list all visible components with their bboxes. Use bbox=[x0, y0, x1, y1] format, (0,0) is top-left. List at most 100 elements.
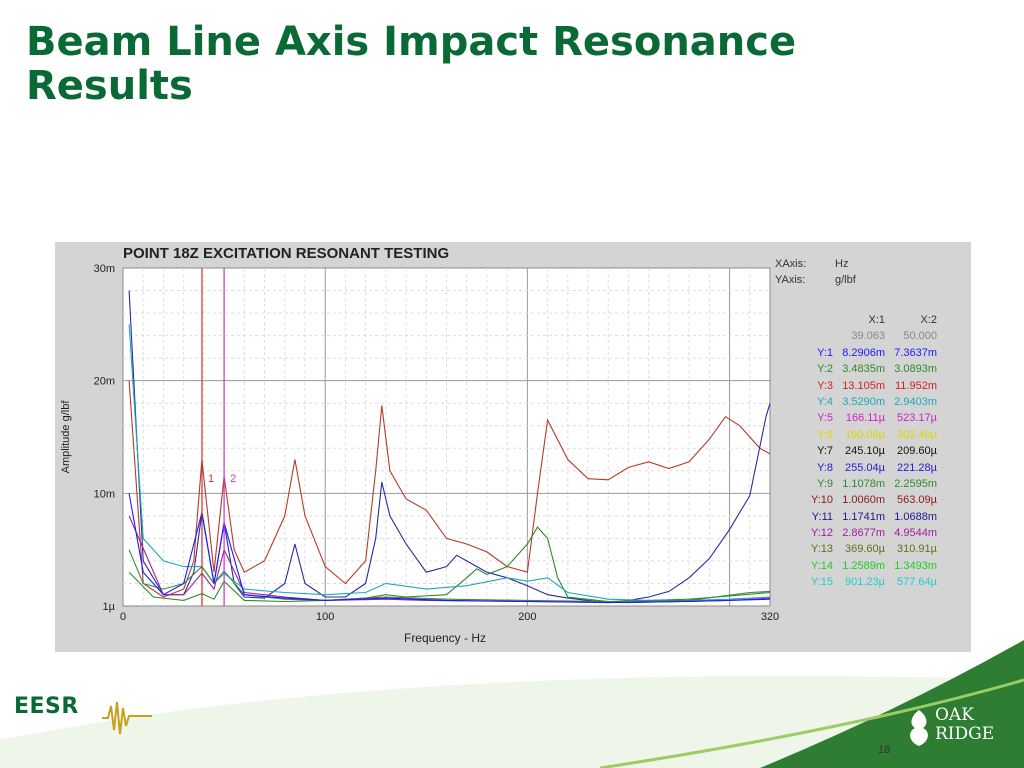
footer-swoosh bbox=[0, 640, 1024, 768]
cursor-value-name: Y:1 bbox=[817, 346, 833, 359]
cursor-value-v2: 1.3493m bbox=[894, 559, 937, 572]
cursor-label-2: 2 bbox=[230, 473, 236, 485]
cursor-value-v2: 310.91µ bbox=[897, 543, 937, 556]
cursor-value-v1: 166.11µ bbox=[845, 412, 885, 425]
cursor-value-v2: 209.60µ bbox=[897, 445, 937, 458]
x-axis-unit-label: XAxis: bbox=[775, 258, 807, 270]
cursor-value-v2: 3.0893m bbox=[894, 363, 937, 376]
cursor-legend: XAxis: Hz YAxis: g/lbf X:1 X:2 39.063 50… bbox=[775, 258, 965, 591]
axis-ticks: 0 100 200 320 30m 20m 10m 1µ bbox=[94, 263, 780, 623]
cursor-value-name: Y:4 bbox=[817, 395, 833, 408]
cursor-value-row: Y:4 3.5290m 2.9403m bbox=[775, 394, 965, 410]
cursor-value-row: Y:9 1.1078m 2.2595m bbox=[775, 476, 965, 492]
cursor-value-name: Y:3 bbox=[817, 379, 833, 392]
y-tick-label: 10m bbox=[94, 488, 115, 500]
cursor-value-name: Y:11 bbox=[811, 510, 833, 523]
cursor-header-1: X:1 bbox=[868, 314, 885, 326]
y-axis-label: Amplitude g/lbf bbox=[60, 400, 72, 474]
cursor-value-v2: 7.3637m bbox=[894, 346, 937, 359]
cursor-value-v2: 1.0688m bbox=[894, 510, 937, 523]
x-tick-label: 100 bbox=[316, 611, 334, 623]
cursor-value-name: Y:9 bbox=[817, 477, 833, 490]
series-line-y2 bbox=[128, 549, 771, 603]
x-axis-label: Frequency - Hz bbox=[404, 631, 486, 645]
cursor-value-row: Y:10 1.0060m 563.09µ bbox=[775, 492, 965, 508]
cursor-value-v2: 4.9544m bbox=[894, 527, 937, 540]
cursor-value-name: Y:8 bbox=[817, 461, 833, 474]
cursor-value-row: Y:5 166.11µ 523.17µ bbox=[775, 410, 965, 426]
cursor-label-1: 1 bbox=[208, 473, 214, 485]
cursor-value-name: Y:10 bbox=[810, 494, 833, 507]
cursor-value-v1: 190.06µ bbox=[845, 428, 885, 441]
oak-leaf-icon bbox=[910, 710, 928, 746]
cursor-value-v1: 13.105m bbox=[842, 379, 885, 392]
series-line-y3 bbox=[128, 380, 771, 598]
cursor-value-v1: 1.0060m bbox=[842, 494, 885, 507]
cursor-value-name: Y:6 bbox=[817, 428, 833, 441]
series-line-y9 bbox=[128, 526, 771, 603]
cursor-value-v1: 901.23µ bbox=[845, 576, 885, 589]
cursor-value-v1: 1.1741m bbox=[842, 510, 885, 523]
series-lines bbox=[128, 290, 771, 604]
cursor-value-v2: 221.28µ bbox=[897, 461, 937, 474]
y-tick-label: 30m bbox=[94, 263, 115, 275]
cursor-value-row: Y:7 245.10µ 209.60µ bbox=[775, 443, 965, 459]
x-tick-label: 320 bbox=[761, 611, 779, 623]
eesr-logo: EESR bbox=[10, 688, 152, 758]
cursor-header-row: X:1 X:2 bbox=[775, 312, 965, 328]
cursor-value-v2: 302.40µ bbox=[897, 428, 937, 441]
cursor-value-v1: 3.4835m bbox=[842, 363, 885, 376]
cursor-value-v2: 577.64µ bbox=[897, 576, 937, 589]
cursor-value-row: Y:12 2.8677m 4.9544m bbox=[775, 525, 965, 541]
cursor-value-v1: 3.5290m bbox=[842, 395, 885, 408]
cursor-value-row: Y:6 190.06µ 302.40µ bbox=[775, 427, 965, 443]
cursor-value-v1: 255.04µ bbox=[845, 461, 885, 474]
cursor-value-v1: 245.10µ bbox=[845, 445, 885, 458]
page-number: 18 bbox=[878, 744, 891, 756]
cursor-value-v2: 563.09µ bbox=[897, 494, 937, 507]
cursor-x-value-2: 50.000 bbox=[903, 330, 937, 343]
cursor-x-value-1: 39.063 bbox=[851, 330, 885, 343]
slide-title: Beam Line Axis Impact Resonance Results bbox=[26, 19, 797, 109]
cursor-value-v1: 1.1078m bbox=[842, 477, 885, 490]
cursor-value-row: Y:14 1.2589m 1.3493m bbox=[775, 558, 965, 574]
cursor-value-name: Y:14 bbox=[810, 559, 833, 572]
cursor-value-row: Y:8 255.04µ 221.28µ bbox=[775, 460, 965, 476]
ornl-logo: OAK RIDGE bbox=[905, 702, 1020, 764]
cursor-value-v2: 2.2595m bbox=[894, 477, 937, 490]
x-tick-label: 0 bbox=[120, 611, 126, 623]
waveform-icon bbox=[102, 701, 152, 735]
x-axis-unit: Hz bbox=[835, 258, 849, 270]
cursor-value-row: Y:2 3.4835m 3.0893m bbox=[775, 361, 965, 377]
cursor-value-name: Y:13 bbox=[810, 543, 833, 556]
x-tick-label: 200 bbox=[518, 611, 536, 623]
cursor-value-v2: 523.17µ bbox=[897, 412, 937, 425]
y-tick-label: 1µ bbox=[103, 601, 116, 613]
cursor-value-v2: 2.9403m bbox=[894, 395, 937, 408]
y-tick-label: 20m bbox=[94, 376, 115, 388]
cursor-value-name: Y:12 bbox=[810, 527, 833, 540]
cursor-value-v1: 2.8677m bbox=[842, 527, 885, 540]
chart-title: POINT 18Z EXCITATION RESONANT TESTING bbox=[123, 245, 449, 262]
grid-lines bbox=[123, 268, 770, 606]
series-line-y4 bbox=[128, 324, 771, 601]
cursor-value-v2: 11.952m bbox=[895, 379, 937, 392]
cursor-value-name: Y:7 bbox=[817, 445, 833, 458]
cursor-value-name: Y:2 bbox=[817, 363, 833, 376]
cursor-value-table: X:1 X:2 39.063 50.000 Y:1 8.2906m 7.3637m Y… bbox=[775, 312, 965, 591]
cursor-header-2: X:2 bbox=[920, 314, 937, 326]
cursor-value-row: Y:11 1.1741m 1.0688m bbox=[775, 509, 965, 525]
cursor-value-row: Y:1 8.2906m 7.3637m bbox=[775, 345, 965, 361]
cursor-value-row: Y:15 901.23µ 577.64µ bbox=[775, 574, 965, 590]
cursor-value-row: Y:13 369.60µ 310.91µ bbox=[775, 541, 965, 557]
cursor-value-name: Y:5 bbox=[817, 412, 833, 425]
y-axis-unit-label: YAxis: bbox=[775, 274, 806, 286]
cursor-value-name: Y:15 bbox=[810, 576, 833, 589]
cursor-value-v1: 1.2589m bbox=[842, 559, 885, 572]
cursor-x-row: 39.063 50.000 bbox=[775, 328, 965, 344]
cursor-value-row: Y:3 13.105m 11.952m bbox=[775, 378, 965, 394]
y-axis-unit: g/lbf bbox=[835, 274, 856, 286]
